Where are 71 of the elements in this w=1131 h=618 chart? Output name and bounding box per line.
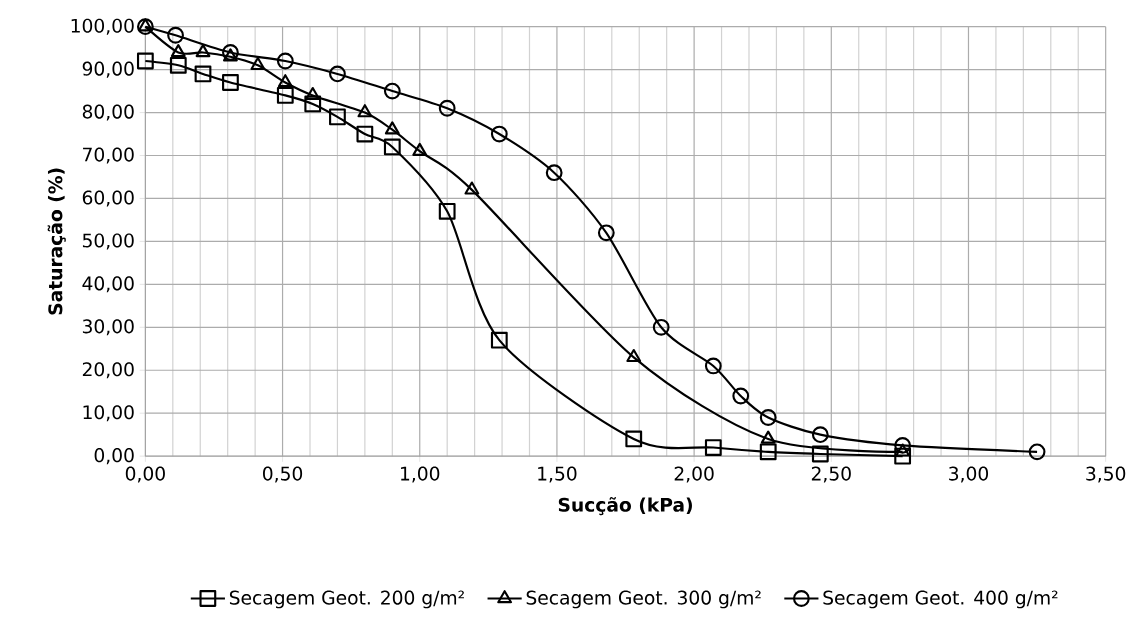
y-tick-label: 0,00 [94,448,134,465]
point [250,57,266,71]
y-tick-label: 60,00 [82,190,134,207]
point [490,125,508,143]
point [652,319,670,336]
point [169,57,187,74]
y-tick-label: 70,00 [83,147,134,164]
point [704,357,722,375]
y-tick-label: 90,00 [82,61,134,78]
y-tick-label: 100,00 [71,18,134,35]
point [732,387,750,405]
point [329,65,346,83]
point [464,181,480,195]
x-tick-label: 0,00 [125,466,165,483]
y-tick-label: 40,00 [82,276,134,293]
point [356,125,374,143]
point [895,443,911,457]
legend-label: Secagem Geot. 300 g/m² [526,590,761,609]
y-axis-title: Saturação (%) [47,168,66,315]
point [276,87,294,105]
point [277,74,293,88]
point [438,203,456,220]
point [194,65,212,83]
point [136,52,154,70]
point [136,18,154,36]
x-tick-label: 2,00 [674,466,714,483]
point [760,430,776,444]
point [305,87,321,101]
x-tick-label: 1,50 [538,466,577,483]
point [894,437,912,455]
legend-label: Secagem Geot. 400 g/m² [823,590,1058,609]
x-tick-label: 2,50 [811,466,851,483]
x-tick-label: 1,00 [401,466,440,483]
point [222,74,239,92]
point [894,447,912,465]
y-tick-label: 20,00 [82,362,134,379]
legend-label: Secagem Geot. 200 g/m² [229,590,464,609]
point [490,332,508,349]
y-tick-label: 50,00 [82,233,134,250]
point [704,439,722,457]
point [383,138,401,156]
x-tick-label: 3,50 [1086,466,1126,483]
x-tick-label: 3,00 [949,466,989,483]
point [137,18,153,32]
point [811,445,829,463]
point [545,164,563,182]
y-tick-label: 10,00 [83,405,134,422]
point [811,426,829,444]
point [222,44,239,62]
point [384,121,400,135]
x-axis-title: Sucção (kPa) [558,497,692,516]
point [438,100,456,117]
point [1028,443,1046,461]
point [170,44,186,58]
point [759,443,777,461]
y-tick-label: 80,00 [82,104,134,121]
x-tick-label: 0,50 [263,466,303,483]
point [383,82,401,100]
point [304,95,322,113]
point [167,27,184,44]
point [276,52,294,70]
point [759,409,777,427]
point [329,108,346,126]
point [223,48,238,62]
point [412,143,428,157]
y-tick-label: 30,00 [82,319,134,336]
point [195,44,211,58]
point [625,430,643,448]
point [626,349,642,363]
point [597,224,615,242]
point [357,104,373,118]
